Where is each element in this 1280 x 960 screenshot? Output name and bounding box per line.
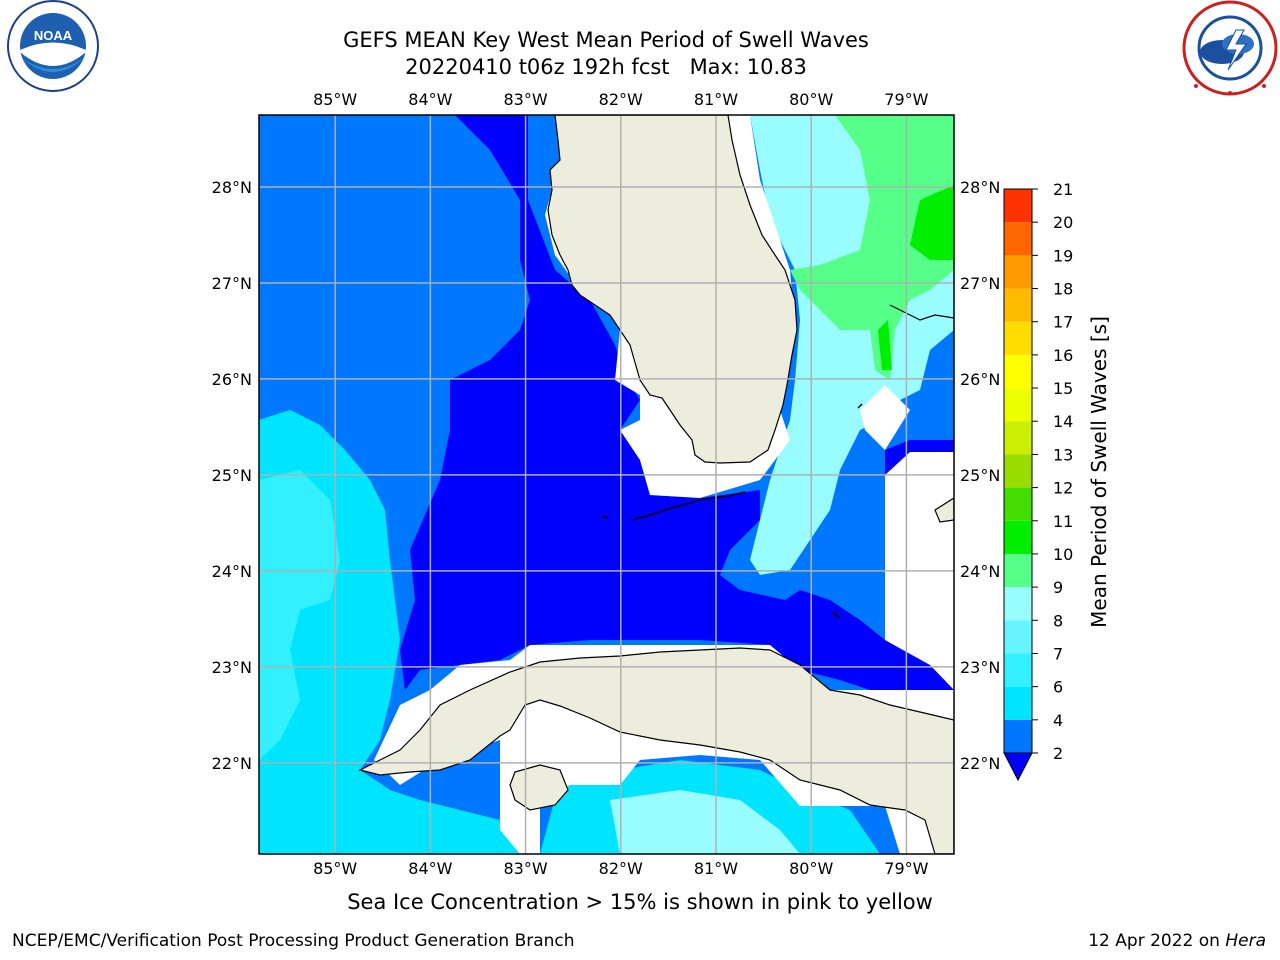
colorbar-tick-label: 13 xyxy=(1053,445,1073,464)
y-tick-label-right: 26°N xyxy=(960,370,1000,389)
map-panel xyxy=(259,115,954,854)
noaa-logo: NOAA xyxy=(7,0,99,92)
x-tick-label-top: 80°W xyxy=(789,90,833,109)
colorbar-tick-label: 19 xyxy=(1053,246,1073,265)
y-tick-label-left: 23°N xyxy=(212,658,252,677)
colorbar-segment xyxy=(1004,719,1032,753)
colorbar-extend-min xyxy=(1003,752,1033,782)
colorbar-segment xyxy=(1004,520,1032,554)
colorbar-segment xyxy=(1004,189,1032,223)
colorbar-tick-label: 2 xyxy=(1053,744,1063,763)
field-south-cuba-inner xyxy=(610,790,800,854)
field-atlantic-peak xyxy=(910,185,954,260)
nws-logo xyxy=(1182,0,1278,96)
x-tick-label-bottom: 84°W xyxy=(408,859,452,878)
colorbar-tick-label: 12 xyxy=(1053,479,1073,498)
x-tick-label-top: 79°W xyxy=(884,90,928,109)
colorbar-segment xyxy=(1004,620,1032,654)
colorbar-segment xyxy=(1004,354,1032,389)
y-tick-label-left: 24°N xyxy=(212,562,252,581)
colorbar-segment xyxy=(1004,487,1032,521)
footer-date-text: 12 Apr 2022 on xyxy=(1088,931,1226,951)
colorbar-title: Mean Period of Swell Waves [s] xyxy=(1087,316,1111,628)
y-tick-label-right: 24°N xyxy=(960,562,1000,581)
x-tick-label-bottom: 80°W xyxy=(789,859,833,878)
x-tick-label-bottom: 83°W xyxy=(503,859,547,878)
colorbar-segment xyxy=(1004,421,1032,455)
land-andros xyxy=(934,497,954,523)
x-tick-label-top: 81°W xyxy=(694,90,738,109)
land-grand-bahama xyxy=(889,304,954,321)
land-cay-sal xyxy=(831,611,841,619)
x-tick-label-top: 85°W xyxy=(313,90,357,109)
footer-credit: NCEP/EMC/Verification Post Processing Pr… xyxy=(12,931,575,951)
y-tick-label-left: 25°N xyxy=(212,466,252,485)
colorbar-segment xyxy=(1004,388,1032,422)
field-atlantic-peak-small xyxy=(878,320,892,370)
colorbar-tick-label: 8 xyxy=(1053,611,1063,630)
colorbar-segment xyxy=(1004,587,1032,621)
field-southwest-gulf-inner xyxy=(259,470,340,760)
land-florida xyxy=(547,115,798,464)
noaa-logo-text: NOAA xyxy=(34,28,73,43)
footer-date: 12 Apr 2022 on Hera xyxy=(1088,931,1266,951)
colorbar-segment xyxy=(1004,686,1032,720)
x-tick-label-bottom: 81°W xyxy=(694,859,738,878)
land-dry-tortugas xyxy=(602,515,609,519)
chart-subtitle: 20220410 t06z 192h fcst Max: 10.83 xyxy=(405,55,807,79)
x-tick-label-top: 84°W xyxy=(408,90,452,109)
y-tick-label-left: 26°N xyxy=(212,370,252,389)
y-tick-label-right: 28°N xyxy=(960,178,1000,197)
field-gulf-central xyxy=(400,115,954,700)
y-tick-label-left: 28°N xyxy=(212,178,252,197)
colorbar-tick-label: 16 xyxy=(1053,346,1073,365)
colorbar-segment xyxy=(1004,255,1032,289)
x-tick-label-top: 83°W xyxy=(503,90,547,109)
colorbar-tick-label: 6 xyxy=(1053,678,1063,697)
field-atlantic-offshore xyxy=(790,115,954,380)
y-tick-label-left: 27°N xyxy=(212,274,252,293)
colorbar-tick-label: 15 xyxy=(1053,379,1073,398)
colorbar-tick-label: 4 xyxy=(1053,711,1063,730)
x-tick-label-bottom: 82°W xyxy=(599,859,643,878)
footer-host: Hera xyxy=(1225,931,1266,951)
land-isla-juventud xyxy=(509,764,569,811)
colorbar-segment xyxy=(1004,288,1032,322)
colorbar-tick-label: 7 xyxy=(1053,644,1063,663)
nodata-bahamas xyxy=(860,385,910,450)
colorbar: 2 4 6 7 8 9 10 11 12 13 14 15 16 17 18 19 20 21 xyxy=(1003,180,1073,782)
map-axis-labels: 85°W 85°W 84°W 84°W 83°W 83°W 82°W 82°W 81°W 81°W… xyxy=(212,90,1001,878)
colorbar-tick-label: 14 xyxy=(1053,412,1073,431)
colorbar-segment xyxy=(1004,321,1032,355)
colorbar-segment xyxy=(1004,454,1032,488)
y-tick-label-left: 22°N xyxy=(212,754,252,773)
y-tick-label-right: 27°N xyxy=(960,274,1000,293)
colorbar-segment xyxy=(1004,553,1032,588)
x-tick-label-top: 82°W xyxy=(599,90,643,109)
colorbar-segment xyxy=(1004,222,1032,256)
chart-title: GEFS MEAN Key West Mean Period of Swell … xyxy=(343,28,869,52)
colorbar-tick-label: 20 xyxy=(1053,213,1073,232)
colorbar-tick-label: 10 xyxy=(1053,545,1073,564)
colorbar-tick-label: 17 xyxy=(1053,313,1073,332)
colorbar-tick-label: 21 xyxy=(1053,180,1073,199)
y-tick-label-right: 22°N xyxy=(960,754,1000,773)
sea-ice-caption: Sea Ice Concentration > 15% is shown in … xyxy=(347,890,933,914)
colorbar-tick-label: 18 xyxy=(1053,280,1073,299)
map-gridlines xyxy=(259,115,954,854)
x-tick-label-bottom: 79°W xyxy=(884,859,928,878)
x-tick-label-bottom: 85°W xyxy=(313,859,357,878)
colorbar-tick-label: 9 xyxy=(1053,578,1063,597)
y-tick-label-right: 23°N xyxy=(960,658,1000,677)
y-tick-label-right: 25°N xyxy=(960,466,1000,485)
map-frame xyxy=(258,114,955,855)
colorbar-frame xyxy=(1003,188,1033,754)
colorbar-segment xyxy=(1004,653,1032,687)
land-bimini xyxy=(857,403,863,409)
land-florida-keys xyxy=(631,491,746,521)
colorbar-tick-label: 11 xyxy=(1053,512,1073,531)
